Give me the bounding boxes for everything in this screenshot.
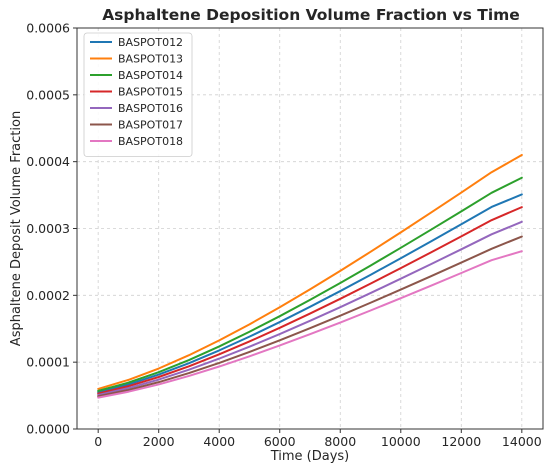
y-tick-label: 0.0002 — [26, 288, 70, 303]
legend-entry: BASPOT012 — [118, 36, 183, 49]
legend-entry: BASPOT016 — [118, 102, 183, 115]
chart-title: Asphaltene Deposition Volume Fraction vs… — [102, 6, 520, 24]
y-tick-label: 0.0001 — [26, 355, 70, 370]
series-line-baspot012 — [97, 193, 523, 394]
x-tick-label: 6000 — [264, 434, 296, 449]
y-tick-label: 0.0000 — [26, 422, 70, 437]
y-tick-label: 0.0003 — [26, 221, 70, 236]
series-line-baspot018 — [97, 250, 523, 399]
series-line-baspot014 — [97, 176, 523, 392]
x-tick-label: 8000 — [324, 434, 356, 449]
y-tick-label: 0.0005 — [26, 87, 70, 102]
y-axis-label: Asphaltene Deposit Volume Fraction — [9, 111, 24, 346]
x-axis-ticks: 0 2000 4000 6000 8000 10000 12000 14000 — [94, 429, 542, 449]
legend-box — [83, 32, 193, 157]
x-tick-label: 12000 — [441, 434, 481, 449]
x-tick-label: 2000 — [143, 434, 175, 449]
legend: BASPOT012 BASPOT013 BASPOT014 BASPOT015 BASP… — [83, 32, 193, 157]
legend-entry: BASPOT018 — [118, 135, 183, 148]
series-line-baspot015 — [97, 206, 523, 395]
x-tick-label: 14000 — [502, 434, 542, 449]
legend-entry: BASPOT014 — [118, 69, 183, 82]
y-axis-ticks: 0.0000 0.0001 0.0002 0.0003 0.0004 0.0005 0.00… — [26, 21, 77, 437]
series-line-baspot017 — [97, 235, 523, 398]
legend-entry: BASPOT015 — [118, 86, 183, 99]
legend-entry: BASPOT017 — [118, 119, 183, 132]
legend-entry: BASPOT013 — [118, 53, 183, 66]
y-tick-label: 0.0004 — [26, 154, 70, 169]
x-tick-label: 10000 — [381, 434, 421, 449]
x-axis-label: Time (Days) — [270, 449, 350, 464]
y-tick-label: 0.0006 — [26, 21, 70, 36]
series-line-baspot013 — [97, 153, 523, 390]
x-tick-label: 0 — [94, 434, 102, 449]
x-tick-label: 4000 — [203, 434, 235, 449]
series-lines — [97, 153, 523, 399]
series-line-baspot016 — [97, 220, 523, 396]
